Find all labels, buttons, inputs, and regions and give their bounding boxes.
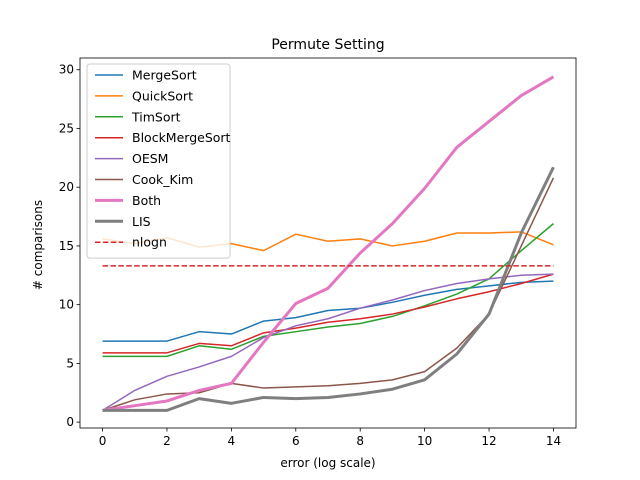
legend-label: OESM xyxy=(132,151,168,166)
y-tick-label: 10 xyxy=(59,298,74,312)
series-line-timsort xyxy=(102,223,554,358)
legend-label: Both xyxy=(132,193,161,208)
series-line-blockmergesort xyxy=(102,273,554,354)
legend-label: Cook_Kim xyxy=(132,172,193,187)
y-tick-label: 20 xyxy=(59,180,74,194)
y-tick-label: 15 xyxy=(59,239,74,253)
series-line-lis xyxy=(102,166,555,412)
legend-label: LIS xyxy=(132,214,151,229)
x-axis-label: error (log scale) xyxy=(280,456,375,470)
y-axis-label: # comparisons xyxy=(31,200,45,290)
x-tick-label: 0 xyxy=(99,434,107,448)
legend-label: QuickSort xyxy=(132,88,193,103)
x-tick-label: 8 xyxy=(356,434,364,448)
series-line-mergesort xyxy=(102,280,554,342)
legend-label: BlockMergeSort xyxy=(132,130,231,145)
legend-label: MergeSort xyxy=(132,68,197,83)
legend-label: TimSort xyxy=(131,109,181,124)
legend-box xyxy=(86,63,231,259)
legend: MergeSort QuickSort TimSort BlockMergeSort O… xyxy=(86,63,231,259)
x-tick-label: 14 xyxy=(546,434,561,448)
y-tick-label: 30 xyxy=(59,63,74,77)
x-tick-label: 12 xyxy=(481,434,496,448)
x-tick-label: 10 xyxy=(417,434,432,448)
y-tick-label: 25 xyxy=(59,121,74,135)
chart-title: Permute Setting xyxy=(271,37,384,53)
x-tick-label: 4 xyxy=(228,434,236,448)
series-line-both xyxy=(102,75,555,412)
plot-area: 0 2 4 6 8 10 12 14 0 5 10 15 20 25 30 xyxy=(59,57,577,448)
x-tick-label: 2 xyxy=(163,434,171,448)
y-tick-label: 5 xyxy=(66,356,74,370)
legend-label: nlogn xyxy=(132,235,167,250)
axes-frame xyxy=(79,57,577,429)
y-tick-label: 0 xyxy=(66,415,74,429)
series-line-oesm xyxy=(102,273,554,412)
x-tick-label: 6 xyxy=(292,434,300,448)
